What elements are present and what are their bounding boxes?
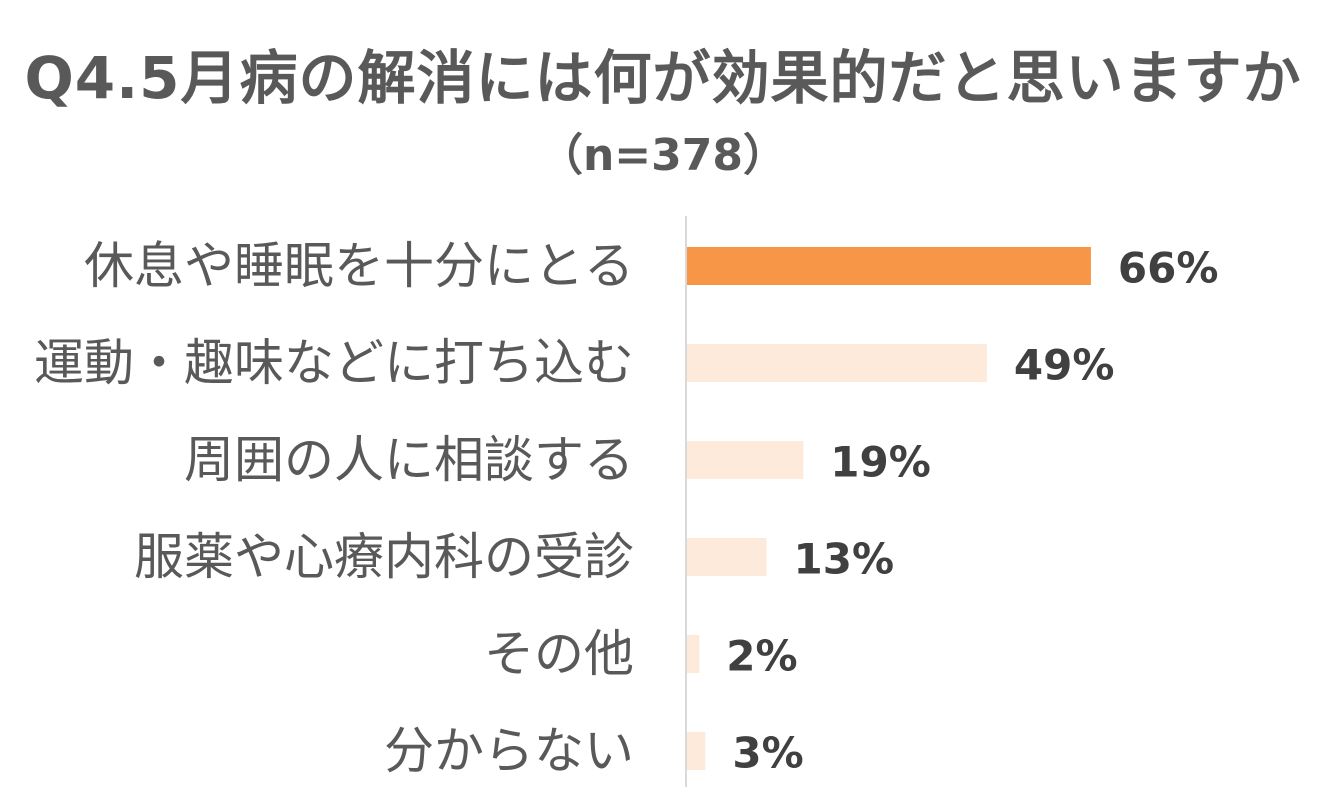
bar: [687, 538, 767, 576]
chart-subtitle: （n=378）: [538, 130, 788, 181]
data-label: 3%: [732, 729, 803, 778]
data-label: 66%: [1118, 244, 1219, 293]
data-label: 19%: [830, 438, 931, 487]
bar: [687, 344, 987, 382]
category-label: 服薬や心療内科の受診: [134, 528, 634, 586]
chart-title: Q4.5月病の解消には何が効果的だと思いますか: [24, 44, 1302, 112]
data-label: 13%: [794, 535, 895, 584]
bar: [687, 732, 706, 770]
category-label: 分からない: [384, 722, 634, 780]
bar: [687, 247, 1091, 285]
category-label: 周囲の人に相談する: [184, 431, 634, 489]
bar: [687, 441, 804, 479]
category-label: 運動・趣味などに打ち込む: [34, 334, 634, 392]
category-label: その他: [484, 625, 634, 683]
bar: [687, 635, 700, 673]
category-label: 休息や睡眠を十分にとる: [84, 237, 634, 295]
data-label: 49%: [1014, 341, 1115, 390]
data-label: 2%: [726, 632, 797, 681]
